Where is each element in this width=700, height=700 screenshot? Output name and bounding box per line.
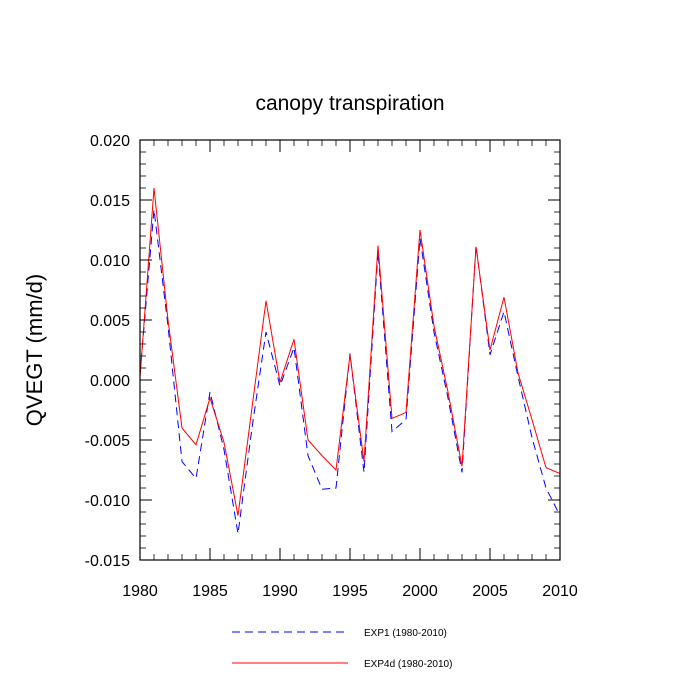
- y-tick-label: 0.000: [90, 373, 130, 390]
- y-tick-label: -0.010: [85, 493, 130, 510]
- legend-label-1: EXP1 (1980-2010): [364, 628, 447, 639]
- x-tick-label: 2010: [542, 583, 578, 600]
- y-tick-label: 0.015: [90, 193, 130, 210]
- y-tick-label: -0.005: [85, 433, 130, 450]
- x-tick-label: 1990: [262, 583, 298, 600]
- y-tick-label: 0.010: [90, 253, 130, 270]
- x-tick-label: 1985: [192, 583, 228, 600]
- legend: EXP1 (1980-2010) EXP4d (1980-2010): [232, 628, 452, 670]
- y-axis-label: QVEGT (mm/d): [22, 274, 47, 426]
- x-tick-label: 1980: [122, 583, 158, 600]
- series-layer: [139, 187, 561, 534]
- x-tick-label: 2005: [472, 583, 508, 600]
- series-line-2: [139, 187, 561, 516]
- axis-ticks: 1980 1985 1990 1995 2000 2005 2010 -0.015 -0.010…: [85, 133, 578, 600]
- x-tick-label: 2000: [402, 583, 438, 600]
- plot-frame: [139, 139, 561, 561]
- y-tick-label: 0.005: [90, 313, 130, 330]
- y-tick-label: 0.020: [90, 133, 130, 150]
- legend-label-2: EXP4d (1980-2010): [364, 659, 452, 670]
- chart-title: canopy transpiration: [255, 92, 444, 115]
- x-tick-label: 1995: [332, 583, 368, 600]
- series-line-1: [139, 209, 561, 534]
- y-tick-label: -0.015: [85, 553, 130, 570]
